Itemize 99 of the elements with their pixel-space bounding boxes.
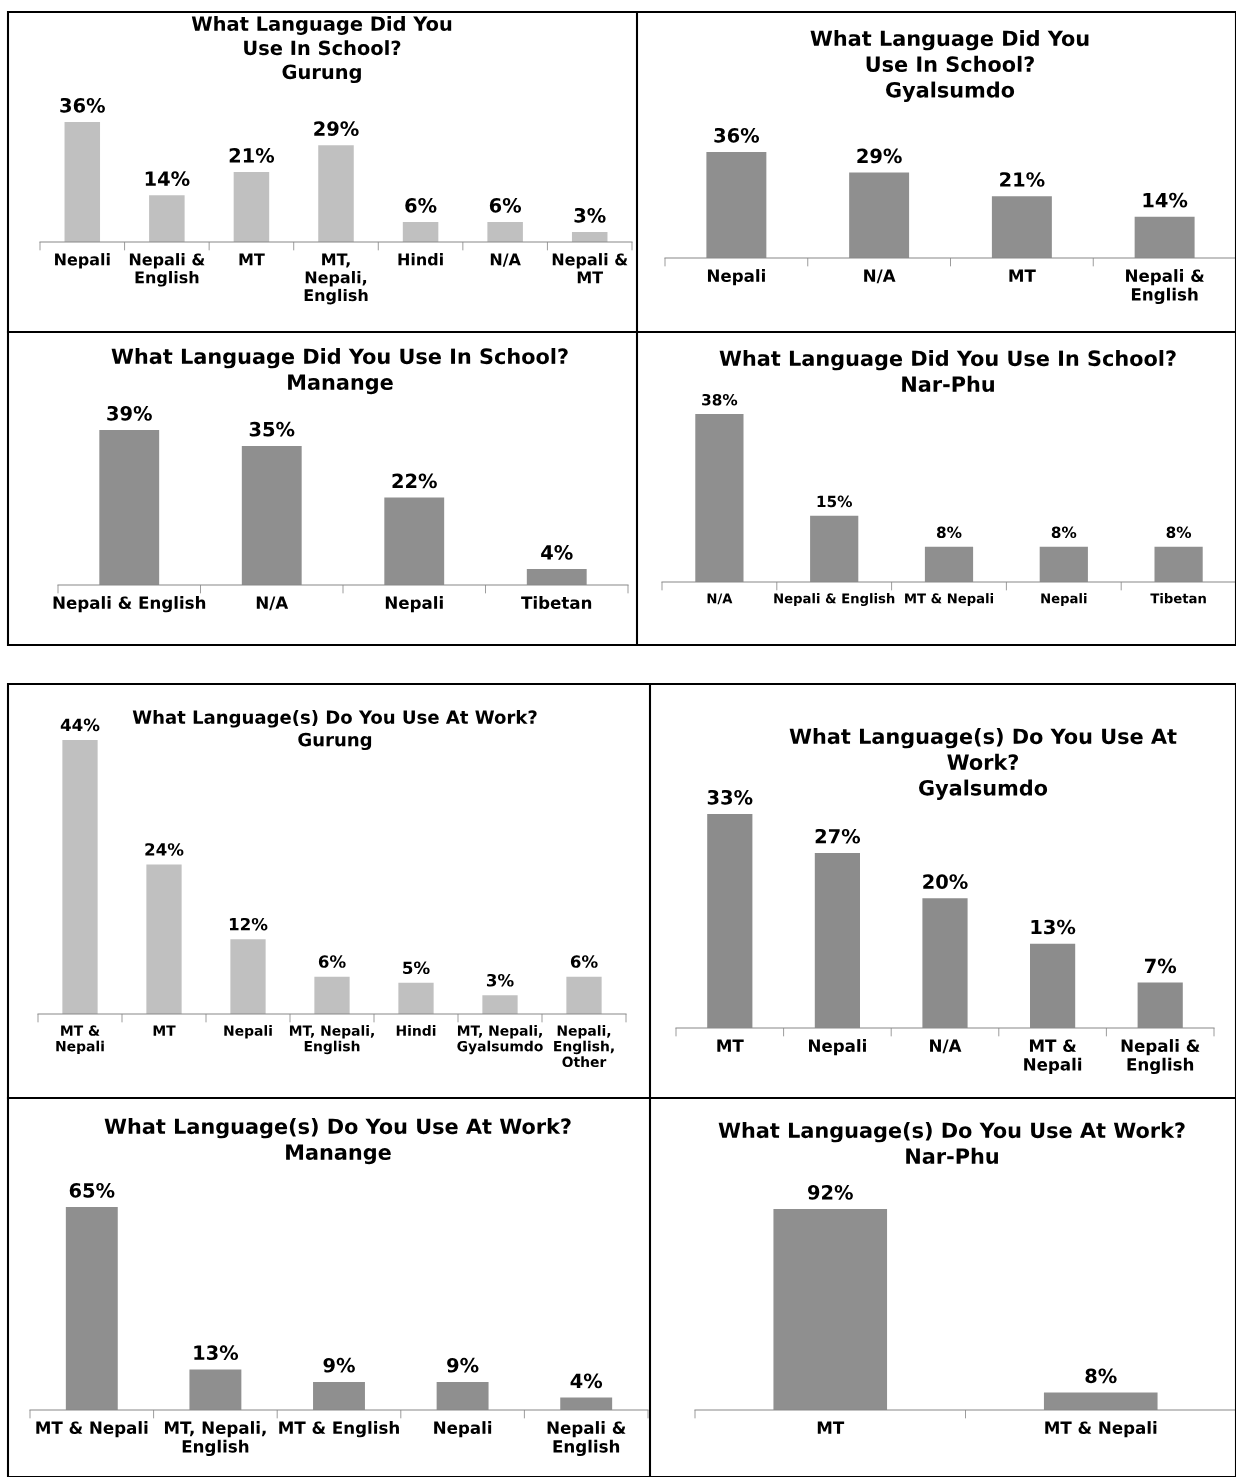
data-label: 39% [107,405,152,421]
data-label: 29% [314,121,359,137]
data-label: 36% [60,97,105,113]
x-tick-label: Nepali & English [1121,1039,1200,1075]
x-tick-label: Nepali [385,596,443,613]
data-label: 4% [570,1373,603,1389]
x-tick-label: Nepali [55,253,110,269]
x-tick-label: MT [239,253,265,266]
data-label: 13% [1031,919,1076,935]
data-label: 8% [936,526,962,539]
x-tick-label: Hindi [398,253,443,266]
data-label: 15% [817,495,852,508]
data-label: 6% [318,955,346,968]
bar [566,976,602,1014]
x-tick-label: N/A [930,1039,962,1054]
x-tick-label: Nepali & English [774,593,895,606]
data-label: 8% [1166,526,1192,539]
bar [482,995,518,1014]
x-tick-label: MT [1009,269,1036,282]
bar [64,122,101,242]
bar [402,222,439,242]
data-label: 13% [194,1345,239,1361]
data-label: 7% [1144,958,1177,974]
x-tick-label: MT [717,1039,744,1052]
data-label: 12% [229,917,268,931]
x-tick-label: Nepali & English [1126,269,1205,305]
chart-title: What Language Did You Use In School? Gurung [191,16,452,84]
data-label: 35% [249,421,295,437]
x-tick-label: MT & Nepali [1024,1039,1082,1074]
x-tick-label: Nepali & MT [552,253,628,284]
bar [487,222,523,242]
chart-title: What Language Did You Use In School? Manange [111,348,568,395]
bar [230,939,266,1014]
x-tick-label: N/A [256,596,289,611]
data-label: 24% [145,843,184,856]
data-label: 65% [69,1182,115,1198]
data-label: 27% [815,828,861,844]
x-tick-label: Nepali [1041,593,1087,606]
x-tick-label: Hindi [396,1025,436,1036]
data-label: 14% [145,171,190,187]
chart-title: What Language Did You Use In School? Gyalsumdo [810,30,1089,102]
chart-title: What Language(s) Do You Use At Work? Gyalsumdo [789,728,1177,800]
x-tick-label: N/A [864,269,896,284]
data-label: 6% [570,955,598,968]
data-label: 5% [403,961,430,975]
x-tick-label: Nepali & English [129,253,205,287]
x-tick-label: Nepali & English [547,1421,626,1457]
data-label: 21% [229,147,275,163]
data-label: 38% [702,393,738,406]
x-tick-label: Nepali [707,269,765,286]
x-tick-label: MT & Nepali [36,1421,148,1438]
x-tick-label: Nepali & English [53,596,206,613]
data-label: 36% [714,127,760,143]
data-label: 29% [857,148,902,164]
chart-title: What Language Did You Use In School? Nar-Phu [719,350,1176,392]
x-tick-label: Nepali [434,1421,492,1438]
x-tick-label: Tibetan [521,596,592,610]
data-label: 9% [323,1357,355,1373]
chart-title: What Language(s) Do You Use At Work? Manange [104,1118,571,1165]
data-label: 8% [1085,1368,1117,1384]
data-label: 14% [1143,192,1188,208]
x-tick-label: Nepali [809,1039,866,1056]
chart-title: What Language(s) Do You Use At Work? Gurung [132,710,537,751]
x-tick-label: MT, Nepali, Gyalsumdo [457,1025,543,1055]
data-label: 33% [707,789,753,805]
data-label: 8% [1051,526,1077,539]
data-label: 92% [807,1184,853,1200]
x-tick-label: Nepali [224,1025,272,1039]
data-label: 4% [541,545,573,560]
data-label: 20% [923,874,968,889]
bar [318,145,354,242]
x-tick-label: N/A [707,593,733,605]
x-tick-label: Tibetan [1150,593,1206,604]
bar [62,740,98,1014]
x-tick-label: MT & Nepali [905,593,993,606]
x-tick-label: MT & Nepali [56,1025,104,1055]
data-label: 3% [486,973,514,987]
data-label: 22% [392,473,437,489]
data-label: 21% [1000,172,1045,187]
data-label: 44% [60,718,100,732]
x-tick-label: N/A [490,253,521,267]
chart-title: What Language(s) Do You Use At Work? Nar-Phu [718,1122,1185,1164]
x-tick-label: MT, Nepali, English [164,1421,266,1457]
x-tick-label: MT [817,1421,845,1434]
bar [398,982,434,1014]
data-label: 3% [574,207,606,223]
data-label: 6% [489,197,522,213]
x-tick-label: MT & Nepali [1045,1421,1157,1438]
bar [146,864,182,1014]
x-tick-label: MT, Nepali, English [289,1025,374,1055]
x-tick-label: Nepali, English, Other [554,1025,614,1068]
bar [314,976,350,1014]
bar [149,195,185,242]
x-tick-label: MT, Nepali, English [304,253,368,305]
x-tick-label: MT & English [279,1421,399,1438]
data-label: 9% [447,1357,479,1373]
data-label: 6% [405,197,437,213]
x-tick-label: MT [153,1025,176,1036]
bar [233,172,270,242]
